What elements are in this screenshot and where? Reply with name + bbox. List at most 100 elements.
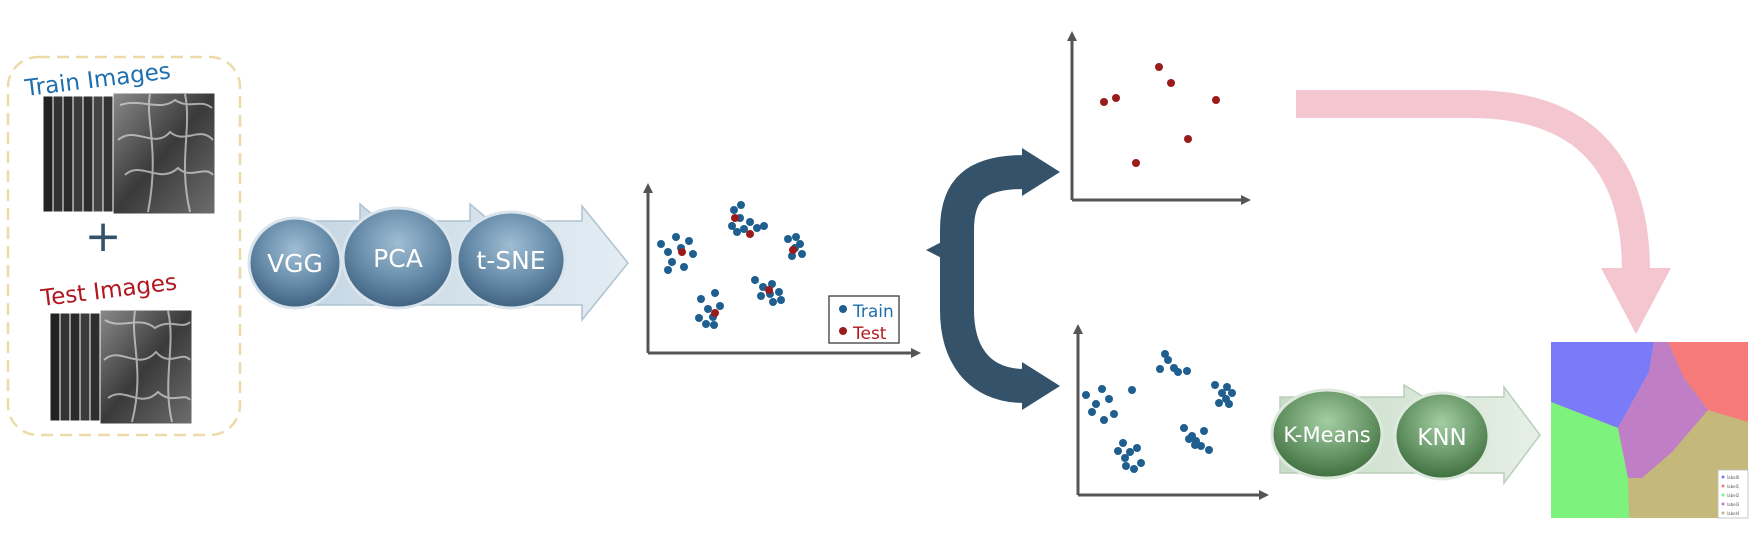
train-point (777, 296, 785, 304)
train-point (751, 276, 759, 284)
fork-body (940, 155, 1026, 403)
train-point (757, 292, 765, 300)
test-point (1100, 98, 1108, 106)
test-point (1167, 79, 1175, 87)
train-point (1100, 416, 1108, 424)
train-point (685, 237, 693, 245)
train-point (1137, 459, 1145, 467)
train-point (1133, 444, 1141, 452)
region-legend-label: label2 (1727, 493, 1740, 498)
train-point (792, 233, 800, 241)
test-image-stack (49, 309, 193, 425)
train-point (704, 305, 712, 313)
train-point (784, 235, 792, 243)
train-point (1185, 435, 1193, 443)
test-point (1155, 63, 1163, 71)
test-point (711, 309, 719, 317)
tsne-embedding-plot: Train Test (643, 183, 921, 358)
knn-step: KNN (1393, 391, 1491, 481)
train-point (1098, 385, 1106, 393)
kmeans-label: K-Means (1283, 423, 1370, 447)
pca-label: PCA (373, 244, 423, 273)
train-point (746, 218, 754, 226)
test-images-label: Test Images (39, 269, 179, 312)
test-point (789, 246, 797, 254)
train-point (689, 250, 697, 258)
input-images-panel: Train Images + Test Images (6, 55, 242, 437)
train-image-front (112, 92, 216, 215)
clustering-pipeline: K-Means KNN (1270, 383, 1541, 486)
train-point (1161, 350, 1169, 358)
knn-label: KNN (1417, 425, 1467, 451)
train-point (1228, 389, 1236, 397)
train-point (760, 222, 768, 230)
train-point (1164, 356, 1172, 364)
train-point (775, 288, 783, 296)
fork-arrowhead-bottom (1022, 362, 1060, 410)
feature-pipeline: VGG PCA t-SNE (247, 202, 629, 323)
train-point (730, 206, 738, 214)
region-legend-marker (1721, 493, 1725, 497)
train-points-plot (1073, 324, 1269, 500)
legend-test-label: Test (852, 324, 887, 344)
fork-arrowhead-top (1022, 148, 1060, 196)
legend-train-marker (839, 305, 847, 313)
train-point (1130, 465, 1138, 473)
legend-test-marker (839, 327, 847, 335)
region-map-legend: label0 label1 label2 label3 label4 (1717, 469, 1749, 519)
train-point (1110, 410, 1118, 418)
train-point (728, 222, 736, 230)
test-point (731, 214, 739, 222)
train-point (664, 266, 672, 274)
train-point (753, 224, 761, 232)
region-legend-label: label4 (1727, 511, 1740, 516)
train-point (1211, 381, 1219, 389)
embedding-legend: Train Test (828, 295, 900, 344)
test-point (1184, 135, 1192, 143)
region-legend-marker (1721, 502, 1725, 506)
train-point (733, 228, 741, 236)
train-point (1128, 386, 1136, 394)
train-point (1223, 383, 1231, 391)
kmeans-step: K-Means (1270, 388, 1384, 480)
region-purple (1618, 342, 1708, 478)
region-legend-marker (1721, 475, 1725, 479)
train-point (711, 289, 719, 297)
train-point (1183, 367, 1191, 375)
dashed-border (6, 55, 242, 437)
region-legend-marker (1721, 484, 1725, 488)
train-point (1197, 442, 1205, 450)
train-point (695, 314, 703, 322)
train-point (716, 302, 724, 310)
region-blue (1551, 342, 1654, 428)
train-point (759, 283, 767, 291)
vgg-label: VGG (267, 249, 323, 278)
train-image-stack (42, 92, 216, 215)
train-point (1092, 400, 1100, 408)
train-point (1205, 446, 1213, 454)
train-point (796, 240, 804, 248)
test-points-plot (1067, 31, 1251, 205)
train-point (697, 295, 705, 303)
test-point (678, 248, 686, 256)
split-arrow (926, 148, 1060, 410)
test-point (765, 286, 773, 294)
plus-sign: + (85, 211, 122, 262)
region-legend-label: label3 (1727, 502, 1740, 507)
train-point (710, 321, 718, 329)
train-point (680, 263, 688, 271)
train-point (702, 320, 710, 328)
decision-region-map: label0 label1 label2 label3 label4 (1551, 342, 1749, 519)
embedding-points (657, 201, 806, 329)
train-point (664, 248, 672, 256)
train-point (1088, 408, 1096, 416)
test-point (1112, 94, 1120, 102)
train-point (788, 252, 796, 260)
train-point (657, 240, 665, 248)
train-point (768, 280, 776, 288)
region-legend-label: label0 (1727, 475, 1740, 480)
train-point (1218, 389, 1226, 397)
train-point (1180, 424, 1188, 432)
test-point (746, 230, 754, 238)
train-point (1105, 395, 1113, 403)
